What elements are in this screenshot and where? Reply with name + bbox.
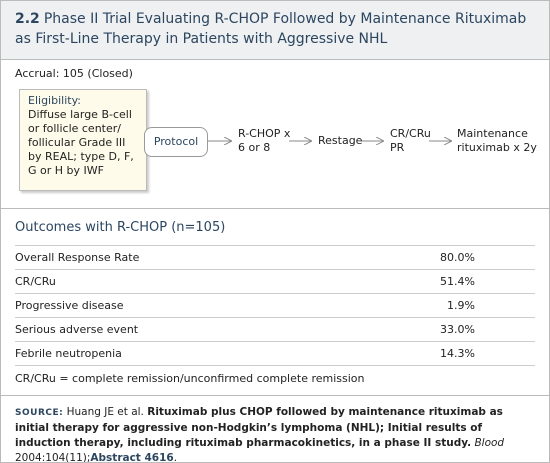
header-band: [1, 1, 549, 60]
source-citation: 2004:104(11);: [15, 452, 91, 463]
eligibility-line: by REAL; type D, F,: [28, 150, 134, 163]
flow-line: rituximab x 2y: [457, 141, 537, 154]
figure-number: 2.2: [15, 11, 40, 27]
row-value: 51.4%: [440, 275, 475, 288]
flow-line: CR/CRu: [390, 127, 431, 140]
flow-line: PR: [390, 141, 405, 154]
source-journal: Blood: [474, 437, 505, 449]
source: SOURCE: Huang JE et al. Rituximab plus C…: [15, 405, 535, 463]
row-value: 14.3%: [440, 347, 475, 360]
table-row: Overall Response Rate 80.0%: [15, 246, 535, 270]
flow-step: Restage: [318, 134, 363, 147]
divider: [1, 208, 549, 209]
row-label: Progressive disease: [15, 299, 124, 312]
eligibility-line: follicular Grade III: [28, 136, 126, 149]
flow-line: Maintenance: [457, 127, 528, 140]
table-row: Serious adverse event 33.0%: [15, 318, 535, 342]
figure-title: Phase II Trial Evaluating R-CHOP Followe…: [15, 11, 527, 47]
flow-step: Maintenance rituximab x 2y: [457, 127, 537, 155]
source-author: Huang JE et al.: [66, 406, 144, 418]
eligibility-line: or follicle center/: [28, 122, 121, 135]
table-row: Febrile neutropenia 14.3%: [15, 342, 535, 366]
eligibility-line: G or H by IWF: [28, 164, 104, 177]
footnote: CR/CRu = complete remission/unconfirmed …: [15, 372, 365, 385]
row-label: CR/CRu: [15, 275, 56, 288]
flow-line: R-CHOP x: [238, 127, 291, 140]
accrual: Accrual: 105 (Closed): [15, 67, 133, 80]
row-label: Serious adverse event: [15, 323, 139, 336]
flow-step: CR/CRu PR: [390, 127, 431, 155]
eligibility-box: Eligibility: Diffuse large B-cell or fol…: [19, 89, 147, 191]
row-value: 80.0%: [440, 251, 475, 264]
row-label: Overall Response Rate: [15, 251, 140, 264]
flow-line: 6 or 8: [238, 141, 271, 154]
eligibility-label: Eligibility:: [28, 94, 81, 107]
divider: [1, 395, 549, 396]
row-value: 1.9%: [447, 299, 475, 312]
arrows: [208, 1, 549, 201]
flow-step: R-CHOP x 6 or 8: [238, 127, 290, 155]
source-link[interactable]: Abstract 4616: [90, 452, 174, 463]
header: 2.2 Phase II Trial Evaluating R-CHOP Foll…: [15, 9, 535, 49]
row-value: 33.0%: [440, 323, 475, 336]
source-end: .: [173, 452, 178, 463]
flow-step: Protocol: [144, 127, 208, 157]
source-title: Rituximab plus CHOP followed by maintena…: [15, 406, 503, 449]
table-row: Progressive disease 1.9%: [15, 294, 535, 318]
table-rule: [15, 245, 535, 246]
source-label: SOURCE:: [15, 408, 64, 418]
row-label: Febrile neutropenia: [15, 347, 122, 360]
outcomes-title: Outcomes with R-CHOP (n=105): [15, 220, 226, 235]
eligibility-line: Diffuse large B-cell: [28, 108, 132, 121]
table-row: CR/CRu 51.4%: [15, 270, 535, 294]
